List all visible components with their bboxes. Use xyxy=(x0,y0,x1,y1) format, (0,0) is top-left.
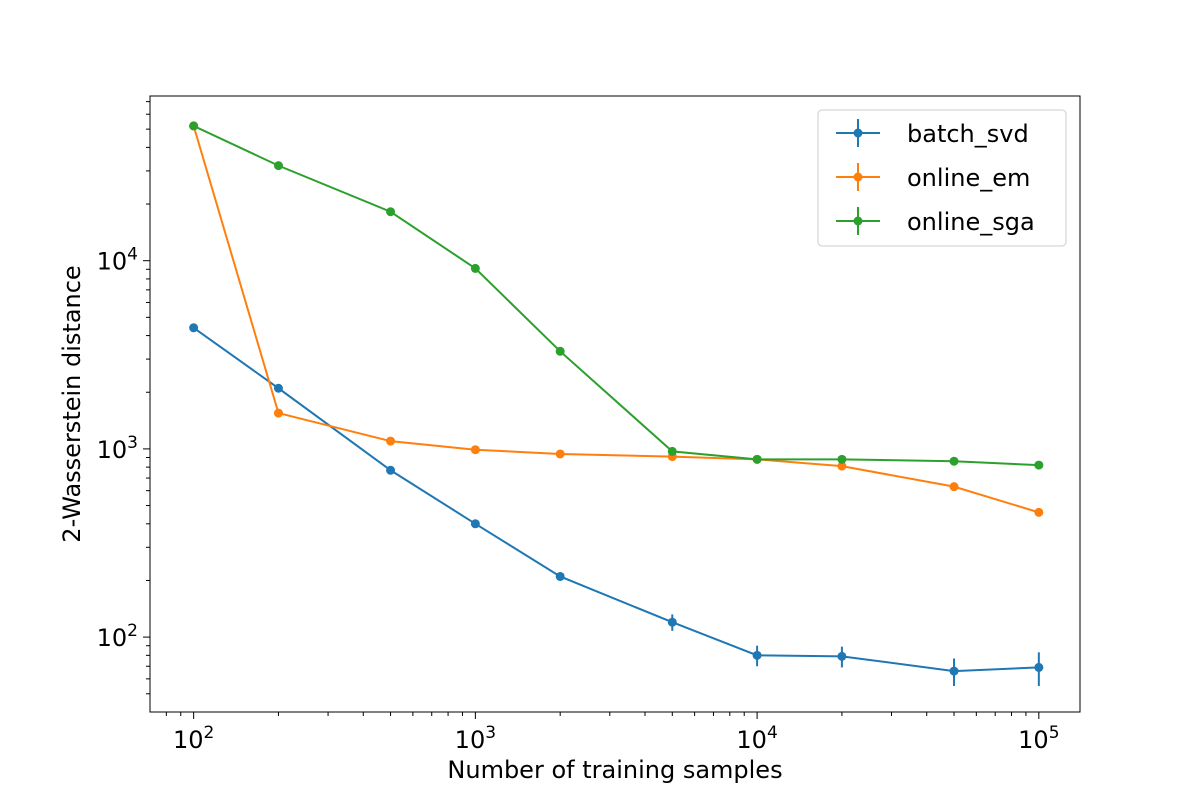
legend-label: online_em xyxy=(907,164,1030,192)
data-point xyxy=(470,263,480,273)
x-axis-label: Number of training samples xyxy=(447,756,782,784)
legend-label: online_sga xyxy=(907,208,1035,236)
data-point xyxy=(189,121,199,131)
legend: batch_svd online_em online_sga xyxy=(817,109,1067,247)
legend-marker xyxy=(853,216,863,226)
legend-entry-batch_svd: batch_svd xyxy=(836,119,1029,148)
y-tick-label: 104 xyxy=(97,245,138,276)
data-point xyxy=(837,651,847,661)
legend-box xyxy=(817,109,1067,247)
legend-marker xyxy=(853,128,863,138)
data-point xyxy=(667,617,677,627)
data-point xyxy=(189,323,199,333)
data-point xyxy=(752,650,762,660)
x-tick-label: 105 xyxy=(1018,723,1059,754)
y-axis-label: 2-Wasserstein distance xyxy=(58,265,86,542)
series-line xyxy=(193,326,1039,673)
data-point xyxy=(555,571,565,581)
data-point xyxy=(949,482,959,492)
y-axis-ticks: 102 103 104 xyxy=(97,101,150,695)
data-point xyxy=(386,465,396,475)
x-tick-label: 103 xyxy=(455,723,496,754)
data-point xyxy=(752,454,762,464)
data-point xyxy=(1034,662,1044,672)
y-tick-label: 102 xyxy=(97,621,138,652)
data-point xyxy=(386,207,396,217)
y-tick-label: 103 xyxy=(97,433,138,464)
series-line xyxy=(192,125,1040,514)
legend-label: batch_svd xyxy=(907,120,1029,148)
legend-entry-online_em: online_em xyxy=(836,163,1030,192)
legend-entry-online_sga: online_sga xyxy=(836,207,1035,236)
series-line xyxy=(193,125,1039,467)
data-point xyxy=(273,408,283,418)
data-point xyxy=(667,446,677,456)
x-tick-label: 104 xyxy=(736,723,777,754)
data-point xyxy=(470,445,480,455)
x-tick-label: 102 xyxy=(173,723,214,754)
data-point xyxy=(837,454,847,464)
data-point xyxy=(837,461,847,471)
data-point xyxy=(1034,460,1044,470)
data-point xyxy=(470,519,480,529)
legend-marker xyxy=(853,172,863,182)
data-point xyxy=(555,346,565,356)
data-point xyxy=(949,456,959,466)
series-online_sga xyxy=(189,121,1044,470)
chart-marks xyxy=(189,121,1044,686)
data-point xyxy=(273,383,283,393)
data-point xyxy=(386,436,396,446)
data-point xyxy=(949,666,959,676)
series-batch_svd xyxy=(189,323,1044,686)
data-point xyxy=(1034,507,1044,517)
x-axis-ticks: 102 103 104 105 xyxy=(165,712,1060,754)
data-point xyxy=(555,449,565,459)
data-point xyxy=(273,161,283,171)
plot-frame xyxy=(149,95,1081,713)
